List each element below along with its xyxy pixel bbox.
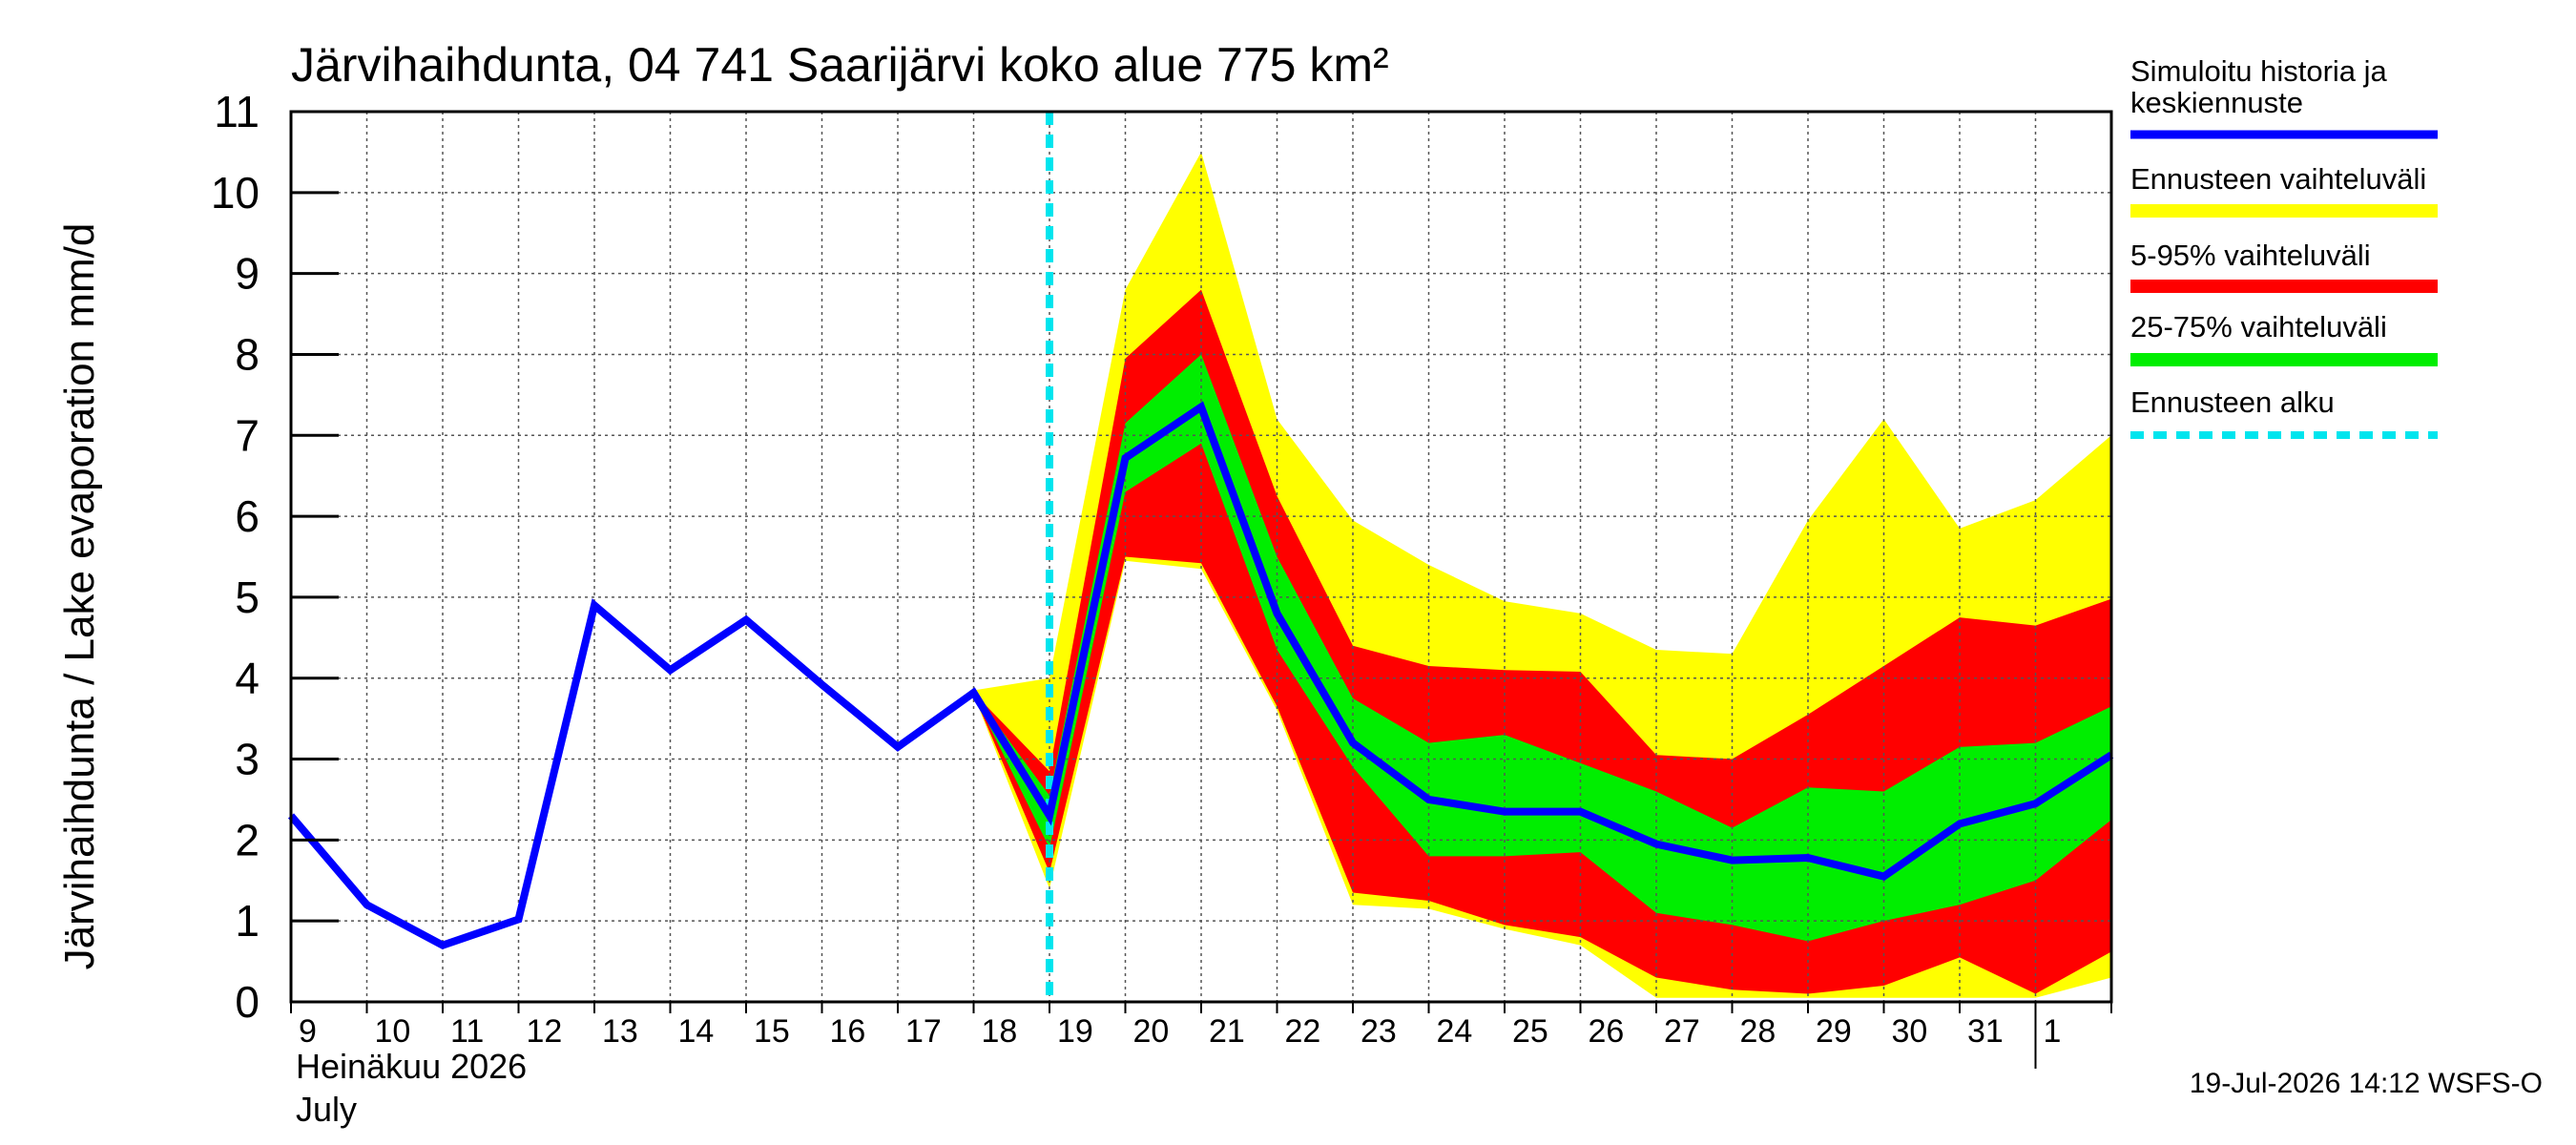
x-tick-label: 21 xyxy=(1209,1013,1245,1050)
x-tick-label: 13 xyxy=(602,1013,638,1050)
footer-timestamp: 19-Jul-2026 14:12 WSFS-O xyxy=(2190,1068,2543,1099)
y-tick-label: 10 xyxy=(211,168,260,218)
x-tick-label: 18 xyxy=(982,1013,1018,1050)
x-tick-label: 19 xyxy=(1057,1013,1093,1050)
x-tick-label: 23 xyxy=(1361,1013,1397,1050)
y-tick-label: 6 xyxy=(235,491,260,541)
y-tick-label: 3 xyxy=(235,735,260,784)
y-tick-label: 8 xyxy=(235,329,260,379)
x-tick-label: 29 xyxy=(1816,1013,1852,1050)
y-tick-label: 11 xyxy=(214,87,260,136)
y-tick-label: 4 xyxy=(235,654,260,703)
x-tick-label: 27 xyxy=(1664,1013,1700,1050)
legend-label-p5-95: 5-95% vaihteluväli xyxy=(2130,239,2371,272)
legend-label-median-line2: keskiennuste xyxy=(2130,86,2303,119)
legend: Simuloitu historia ja keskiennuste Ennus… xyxy=(2130,54,2438,439)
legend-label-full-range: Ennusteen vaihteluväli xyxy=(2130,162,2426,196)
x-tick-label: 9 xyxy=(299,1013,317,1050)
legend-label-forecast-start: Ennusteen alku xyxy=(2130,385,2335,419)
x-tick-label: 24 xyxy=(1437,1013,1473,1050)
x-tick-label: 12 xyxy=(527,1013,563,1050)
y-tick-label: 0 xyxy=(235,977,260,1027)
y-axis-ticks: 0 1 2 3 4 5 6 7 8 9 10 11 xyxy=(211,87,339,1027)
y-axis-label: Järvihaihdunta / Lake evaporation mm/d xyxy=(56,223,103,970)
x-tick-label: 26 xyxy=(1589,1013,1625,1050)
legend-label-median-line1: Simuloitu historia ja xyxy=(2130,54,2388,88)
x-tick-label: 14 xyxy=(678,1013,715,1050)
median-layer xyxy=(287,401,2114,949)
y-tick-label: 5 xyxy=(235,572,260,622)
x-tick-label: 20 xyxy=(1133,1013,1170,1050)
x-tick-label: 11 xyxy=(450,1013,484,1050)
month-label-en: July xyxy=(296,1090,357,1129)
x-tick-label: 15 xyxy=(754,1013,790,1050)
x-axis-ticks: 9 10 11 12 13 14 15 16 17 18 19 20 21 22 23 24 25 26 27 28 2… xyxy=(290,1002,2112,1069)
grid-lines xyxy=(291,112,2111,1002)
legend-label-p25-75: 25-75% vaihteluväli xyxy=(2130,310,2387,344)
chart-title: Järvihaihdunta, 04 741 Saarijärvi koko a… xyxy=(291,38,1389,92)
y-tick-label: 1 xyxy=(235,896,260,946)
y-tick-label: 9 xyxy=(235,249,260,299)
x-tick-label: 22 xyxy=(1285,1013,1321,1050)
x-tick-label: 10 xyxy=(375,1013,411,1050)
x-tick-label: 25 xyxy=(1512,1013,1548,1050)
y-tick-label: 2 xyxy=(235,815,260,864)
x-tick-label: 17 xyxy=(905,1013,942,1050)
x-tick-label: 30 xyxy=(1892,1013,1928,1050)
x-tick-label: 31 xyxy=(1967,1013,2004,1050)
x-tick-label: 1 xyxy=(2044,1013,2062,1050)
x-tick-label: 28 xyxy=(1740,1013,1776,1050)
forecast-bands xyxy=(973,152,2111,998)
band-25-75 xyxy=(973,354,2111,942)
month-label-fi: Heinäkuu 2026 xyxy=(296,1047,527,1086)
median-series-line xyxy=(287,401,2114,949)
y-tick-label: 7 xyxy=(235,410,260,460)
x-tick-label: 16 xyxy=(830,1013,866,1050)
